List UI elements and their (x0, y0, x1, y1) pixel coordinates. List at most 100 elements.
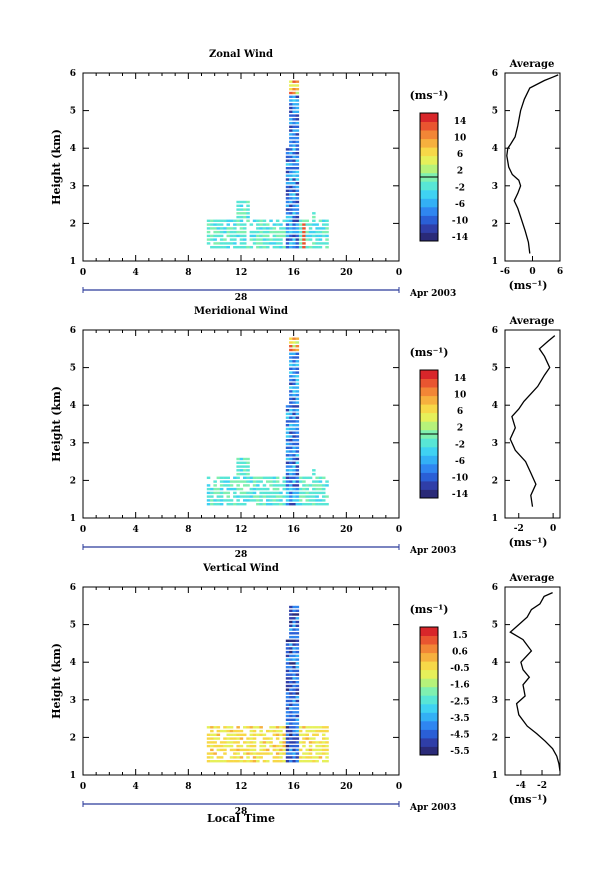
colorbar-band (420, 387, 438, 397)
profile-x-tick-label: 6 (557, 267, 563, 277)
heatmap-cells (206, 337, 329, 506)
x-tick-label: 16 (287, 782, 300, 792)
profile-y-tick-label: 3 (492, 696, 498, 706)
colorbar-band (420, 395, 438, 405)
y-axis-label: Height (km) (50, 386, 63, 462)
x-tick-label: 0 (396, 525, 402, 535)
x-tick-label: 4 (133, 525, 139, 535)
profile-y-tick-label: 3 (492, 439, 498, 449)
profile-line (509, 592, 561, 772)
colorbar-band (420, 130, 438, 140)
colorbar-band (420, 463, 438, 473)
profile-title: Average (509, 316, 555, 327)
colorbar-band (420, 121, 438, 131)
x-tick-label: 16 (287, 268, 300, 278)
colorbar-tick-label: -1.6 (450, 681, 469, 691)
profile-y-tick-label: 1 (492, 257, 498, 267)
profile-y-tick-label: 1 (492, 771, 498, 781)
y-tick-label: 2 (70, 733, 76, 743)
profile-y-tick-label: 6 (492, 326, 498, 336)
colorbar-tick-label: -6 (455, 200, 465, 210)
date-label: 28 (235, 550, 248, 560)
profile-x-tick-label: -2 (514, 524, 524, 534)
colorbar-band (420, 635, 438, 645)
x-tick-label: 0 (396, 782, 402, 792)
y-tick-label: 5 (70, 621, 76, 631)
x-tick-label: 16 (287, 525, 300, 535)
colorbar-band (420, 164, 438, 174)
colorbar-tick-label: -14 (452, 233, 468, 243)
y-tick-label: 2 (70, 476, 76, 486)
colorbar-band (420, 695, 438, 705)
colorbar-band (420, 215, 438, 225)
profile-y-tick-label: 3 (492, 182, 498, 192)
colorbar-band (420, 232, 438, 242)
profile-y-tick-label: 2 (492, 219, 498, 229)
colorbar-band (420, 189, 438, 199)
colorbar-band (420, 113, 438, 122)
profile-y-tick-label: 2 (492, 733, 498, 743)
y-tick-label: 4 (70, 658, 76, 668)
colorbar-tick-label: -2.5 (450, 697, 469, 707)
colorbar-unit: (ms⁻¹) (410, 603, 449, 616)
colorbar-band (420, 746, 438, 756)
x-tick-label: 4 (133, 268, 139, 278)
colorbar-band (420, 438, 438, 448)
colorbar-frame (419, 626, 439, 756)
colorbar-tick-label: -3.5 (450, 714, 469, 724)
colorbar-band (420, 652, 438, 662)
profile-x-label: (ms⁻¹) (509, 279, 548, 292)
colorbar-band (420, 678, 438, 688)
y-axis-label: Height (km) (50, 129, 63, 205)
colorbar-band (420, 644, 438, 654)
y-tick-label: 4 (70, 144, 76, 154)
panel-title: Vertical Wind (202, 563, 279, 574)
date-month-label: Apr 2003 (409, 546, 456, 556)
y-tick-label: 1 (70, 257, 76, 267)
colorbar-tick-label: -0.5 (450, 664, 469, 674)
colorbar-band (420, 480, 438, 490)
colorbar-tick-label: -10 (452, 216, 468, 226)
profile-y-tick-label: 6 (492, 69, 498, 79)
colorbar-band (420, 729, 438, 739)
x-tick-label: 12 (235, 525, 248, 535)
x-tick-label: 8 (185, 268, 191, 278)
colorbar-band (420, 627, 438, 636)
colorbar-band (420, 206, 438, 216)
y-tick-label: 6 (70, 583, 76, 593)
colorbar-band (420, 472, 438, 482)
profile-frame (504, 72, 561, 262)
colorbar-band (420, 147, 438, 157)
panel-title: Zonal Wind (209, 49, 273, 60)
date-month-label: Apr 2003 (409, 289, 456, 299)
profile-frame (504, 586, 561, 776)
profile-x-tick-label: 0 (529, 267, 535, 277)
x-tick-label: 8 (185, 782, 191, 792)
y-tick-label: 3 (70, 696, 76, 706)
colorbar-band (420, 198, 438, 208)
colorbar-tick-label: -2 (455, 183, 465, 193)
x-tick-label: 20 (340, 525, 353, 535)
x-tick-label: 0 (80, 268, 86, 278)
profile-x-tick-label: -6 (500, 267, 510, 277)
y-tick-label: 1 (70, 514, 76, 524)
colorbar-tick-label: 0.6 (452, 648, 468, 658)
heatmap-cells (206, 605, 329, 763)
colorbar-band (420, 446, 438, 456)
colorbar-tick-label: 10 (454, 391, 467, 401)
y-tick-label: 4 (70, 401, 76, 411)
colorbar-tick-label: 6 (457, 407, 463, 417)
x-tick-label: 12 (235, 782, 248, 792)
x-tick-label: 20 (340, 268, 353, 278)
profile-y-tick-label: 4 (492, 401, 498, 411)
x-tick-label: 4 (133, 782, 139, 792)
y-tick-label: 2 (70, 219, 76, 229)
profile-y-tick-label: 5 (492, 364, 498, 374)
x-tick-label: 20 (340, 782, 353, 792)
profile-x-label: (ms⁻¹) (509, 536, 548, 549)
colorbar-band (420, 155, 438, 165)
y-tick-label: 3 (70, 182, 76, 192)
colorbar-band (420, 669, 438, 679)
